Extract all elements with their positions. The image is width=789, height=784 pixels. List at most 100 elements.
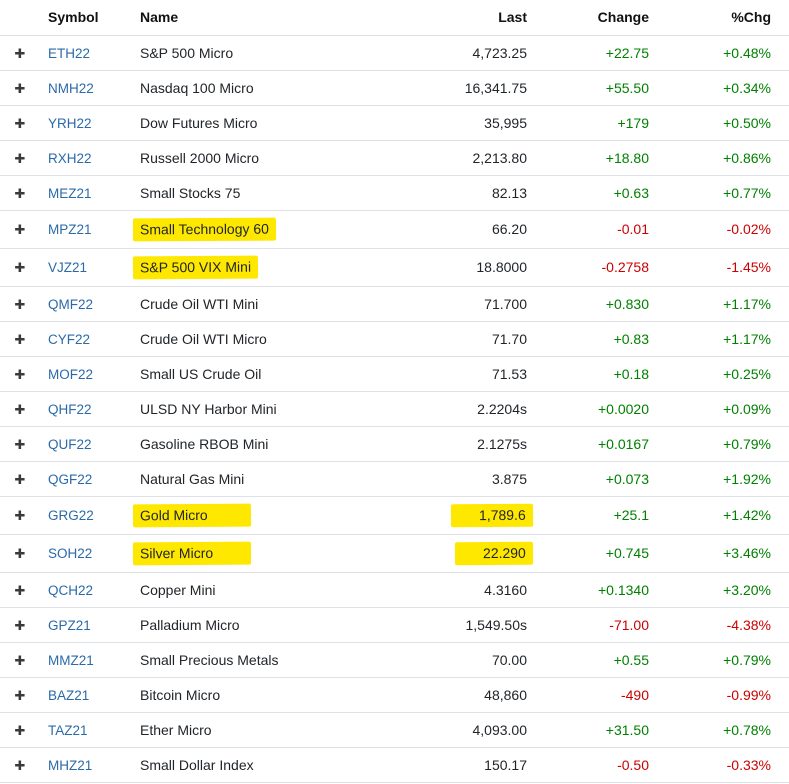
expand-plus-icon[interactable]: ✚ xyxy=(14,757,26,773)
symbol-cell: VJZ21 xyxy=(40,248,132,287)
symbol-link[interactable]: MHZ21 xyxy=(48,757,93,773)
change-value: +0.1340 xyxy=(598,581,649,598)
expand-plus-icon[interactable]: ✚ xyxy=(14,80,26,96)
expand-plus-icon[interactable]: ✚ xyxy=(14,115,26,131)
header-name[interactable]: Name xyxy=(132,0,392,36)
symbol-link[interactable]: TAZ21 xyxy=(48,722,88,738)
header-row: Symbol Name Last Change %Chg xyxy=(0,0,789,36)
name-text: Silver Micro xyxy=(132,541,252,565)
symbol-link[interactable]: MOF22 xyxy=(48,366,94,382)
expand-cell: ✚ xyxy=(0,35,40,71)
symbol-link[interactable]: MPZ21 xyxy=(48,222,92,237)
change-cell: +0.63 xyxy=(545,175,667,211)
symbol-link[interactable]: CYF22 xyxy=(48,331,91,347)
last-value: 71.700 xyxy=(484,295,527,312)
name-cell: Gold Micro xyxy=(132,496,392,535)
expand-plus-icon[interactable]: ✚ xyxy=(14,652,26,668)
pct-chg-cell: +0.86% xyxy=(667,140,789,176)
symbol-link[interactable]: RXH22 xyxy=(48,150,92,166)
expand-plus-icon[interactable]: ✚ xyxy=(14,222,26,237)
table-row: ✚ SOH22 Silver Micro 22.290 +0.745 +3.46… xyxy=(0,534,789,573)
last-cell: 1,789.6 xyxy=(392,496,545,535)
name-text: Small Technology 60 xyxy=(132,217,277,241)
name-text: Small Dollar Index xyxy=(140,756,254,773)
expand-plus-icon[interactable]: ✚ xyxy=(14,331,26,347)
expand-plus-icon[interactable]: ✚ xyxy=(14,401,26,417)
expand-plus-icon[interactable]: ✚ xyxy=(14,617,26,633)
header-last[interactable]: Last xyxy=(392,0,545,36)
name-text: Small US Crude Oil xyxy=(140,365,262,382)
symbol-link[interactable]: GRG22 xyxy=(48,508,94,523)
expand-plus-icon[interactable]: ✚ xyxy=(14,150,26,166)
symbol-link[interactable]: SOH22 xyxy=(48,546,93,561)
expand-plus-icon[interactable]: ✚ xyxy=(14,366,26,382)
expand-plus-icon[interactable]: ✚ xyxy=(14,185,26,201)
header-expand-column xyxy=(0,0,40,36)
expand-plus-icon[interactable]: ✚ xyxy=(14,722,26,738)
expand-plus-icon[interactable]: ✚ xyxy=(14,260,26,275)
last-value: 1,549.50s xyxy=(465,616,528,633)
last-cell: 1,549.50s xyxy=(392,607,545,643)
symbol-link[interactable]: BAZ21 xyxy=(48,687,90,703)
expand-plus-icon[interactable]: ✚ xyxy=(14,582,26,598)
last-value: 4,723.25 xyxy=(472,44,528,61)
pct-chg-cell: +0.79% xyxy=(667,426,789,462)
name-cell: Copper Mini xyxy=(132,572,392,608)
table-row: ✚ MHZ21 Small Dollar Index 150.17 -0.50 … xyxy=(0,747,789,783)
header-pct-chg[interactable]: %Chg xyxy=(667,0,789,36)
symbol-link[interactable]: QUF22 xyxy=(48,436,92,452)
expand-plus-icon[interactable]: ✚ xyxy=(14,508,26,523)
expand-plus-icon[interactable]: ✚ xyxy=(14,687,26,703)
symbol-link[interactable]: MEZ21 xyxy=(48,185,92,201)
table-row: ✚ MEZ21 Small Stocks 75 82.13 +0.63 +0.7… xyxy=(0,175,789,211)
symbol-link[interactable]: YRH22 xyxy=(48,115,92,131)
symbol-link[interactable]: QMF22 xyxy=(48,296,94,312)
name-text: S&P 500 VIX Mini xyxy=(132,255,259,279)
pct-chg-value: +0.09% xyxy=(723,400,771,417)
name-cell: Silver Micro xyxy=(132,534,392,573)
symbol-link[interactable]: QCH22 xyxy=(48,582,94,598)
change-value: +0.745 xyxy=(605,545,649,561)
header-change[interactable]: Change xyxy=(545,0,667,36)
pct-chg-value: -1.45% xyxy=(726,259,771,275)
symbol-link[interactable]: GPZ21 xyxy=(48,617,91,633)
expand-cell: ✚ xyxy=(0,321,40,357)
expand-cell: ✚ xyxy=(0,140,40,176)
name-text: Bitcoin Micro xyxy=(140,686,221,703)
expand-plus-icon[interactable]: ✚ xyxy=(14,436,26,452)
expand-plus-icon[interactable]: ✚ xyxy=(14,296,26,312)
table-row: ✚ QMF22 Crude Oil WTI Mini 71.700 +0.830… xyxy=(0,286,789,322)
pct-chg-cell: +0.50% xyxy=(667,105,789,141)
expand-cell: ✚ xyxy=(0,747,40,783)
symbol-link[interactable]: VJZ21 xyxy=(48,260,88,275)
name-text: ULSD NY Harbor Mini xyxy=(140,400,277,417)
pct-chg-cell: +3.46% xyxy=(667,534,789,573)
symbol-link[interactable]: MMZ21 xyxy=(48,652,94,668)
last-cell: 4.3160 xyxy=(392,572,545,608)
pct-chg-value: +1.92% xyxy=(723,470,771,487)
change-cell: +0.18 xyxy=(545,356,667,392)
change-cell: -0.50 xyxy=(545,747,667,783)
symbol-link[interactable]: QHF22 xyxy=(48,401,92,417)
name-text: Crude Oil WTI Micro xyxy=(140,330,267,347)
symbol-link[interactable]: NMH22 xyxy=(48,80,94,96)
pct-chg-cell: +0.09% xyxy=(667,391,789,427)
pct-chg-value: +3.46% xyxy=(723,545,771,561)
pct-chg-cell: -0.33% xyxy=(667,747,789,783)
expand-plus-icon[interactable]: ✚ xyxy=(14,471,26,487)
expand-cell: ✚ xyxy=(0,642,40,678)
symbol-cell: SOH22 xyxy=(40,534,132,573)
symbol-cell: TAZ21 xyxy=(40,712,132,748)
change-value: +0.830 xyxy=(605,295,649,312)
change-value: -490 xyxy=(620,686,649,703)
symbol-cell: QCH22 xyxy=(40,572,132,608)
symbol-link[interactable]: QGF22 xyxy=(48,471,93,487)
expand-plus-icon[interactable]: ✚ xyxy=(14,546,26,561)
symbol-link[interactable]: ETH22 xyxy=(48,45,91,61)
change-cell: +0.073 xyxy=(545,461,667,497)
expand-plus-icon[interactable]: ✚ xyxy=(14,45,26,61)
change-value: +0.073 xyxy=(605,470,649,487)
last-value: 22.290 xyxy=(455,541,534,565)
header-symbol[interactable]: Symbol xyxy=(40,0,132,36)
